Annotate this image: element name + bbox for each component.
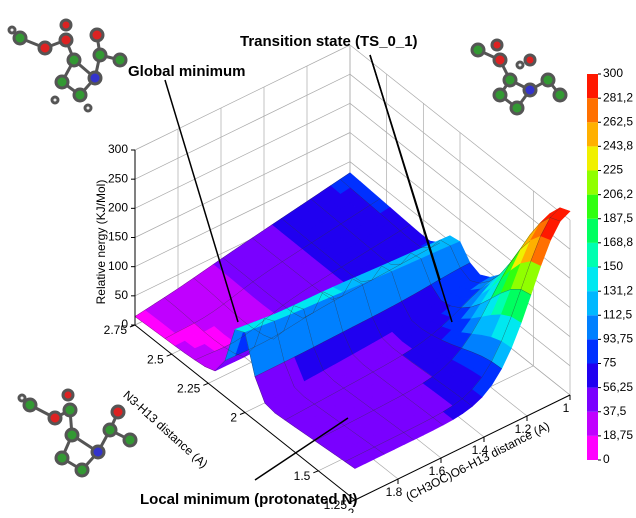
- colorbar-band: [587, 98, 598, 122]
- y-tick-label: 1.8: [386, 485, 403, 499]
- colorbar-band: [587, 267, 598, 291]
- colorbar-band: [587, 195, 598, 219]
- colorbar-tick-label: 37,5: [603, 404, 627, 418]
- colorbar: 0 18,75 37,5 56,25 75 93,75 112,5 131,2 150 168,8…: [587, 66, 633, 466]
- colorbar-band: [587, 315, 598, 339]
- x-axis-label: N3-H13 distance (A): [120, 388, 210, 471]
- colorbar-tick-label: 18,75: [603, 428, 633, 442]
- colorbar-band: [587, 388, 598, 412]
- colorbar-tick-label: 206,2: [603, 187, 633, 201]
- x-tick: [240, 413, 245, 415]
- colorbar-band: [587, 364, 598, 388]
- x-tick-label: 2.5: [147, 352, 164, 366]
- z-tick-label: 300: [108, 142, 128, 156]
- z-tick-label: 200: [108, 201, 128, 215]
- colorbar-tick-label: 0: [603, 452, 610, 466]
- molecule-local: [19, 390, 136, 476]
- molecule-global: [9, 20, 126, 111]
- colorbar-band: [587, 436, 598, 460]
- colorbar-tick-label: 262,5: [603, 114, 633, 128]
- annotation: Global minimum: [128, 63, 246, 80]
- grid-line: [135, 103, 350, 208]
- z-tick-label: 100: [108, 259, 128, 273]
- x-tick-label: 1.5: [294, 469, 311, 483]
- z-axis-label: Relative nergy (KJ/Mol): [94, 180, 108, 305]
- colorbar-tick-label: 131,2: [603, 283, 633, 297]
- colorbar-tick-label: 281,2: [603, 90, 633, 104]
- colorbar-band: [587, 122, 598, 146]
- z-tick-label: 250: [108, 171, 128, 185]
- y-tick-label: 1: [563, 401, 570, 415]
- colorbar-tick-label: 225: [603, 163, 623, 177]
- colorbar-tick-label: 56,25: [603, 380, 633, 394]
- colorbar-band: [587, 146, 598, 170]
- colorbar-band: [587, 171, 598, 195]
- colorbar-band: [587, 412, 598, 436]
- z-tick-label: 50: [115, 288, 129, 302]
- colorbar-tick-label: 300: [603, 66, 623, 80]
- annotation: Transition state (TS_0_1): [240, 33, 418, 50]
- x-tick-label: 2.25: [177, 382, 201, 396]
- molecule-ts: [472, 40, 566, 114]
- colorbar-band: [587, 291, 598, 315]
- colorbar-band: [587, 219, 598, 243]
- colorbar-tick-label: 112,5: [603, 307, 632, 321]
- x-tick: [203, 383, 208, 385]
- colorbar-band: [587, 339, 598, 363]
- colorbar-tick-label: 93,75: [603, 332, 633, 346]
- colorbar-tick-label: 150: [603, 259, 623, 273]
- x-tick: [167, 354, 172, 356]
- colorbar-tick-label: 187,5: [603, 211, 633, 225]
- x-tick-label: 2.75: [104, 323, 128, 337]
- annotation: Local minimum (protonated N): [140, 491, 358, 508]
- chart: 0501001502002503002.752.52.2521.51.2521.…: [0, 0, 636, 513]
- x-tick-label: 2: [230, 411, 237, 425]
- colorbar-band: [587, 74, 598, 98]
- colorbar-tick-label: 243,8: [603, 138, 633, 152]
- x-tick: [313, 471, 318, 473]
- z-tick-label: 150: [108, 230, 128, 244]
- colorbar-band: [587, 243, 598, 267]
- colorbar-tick-label: 168,8: [603, 235, 633, 249]
- colorbar-tick-label: 75: [603, 356, 617, 370]
- surface: [135, 173, 570, 469]
- grid-line: [135, 45, 350, 150]
